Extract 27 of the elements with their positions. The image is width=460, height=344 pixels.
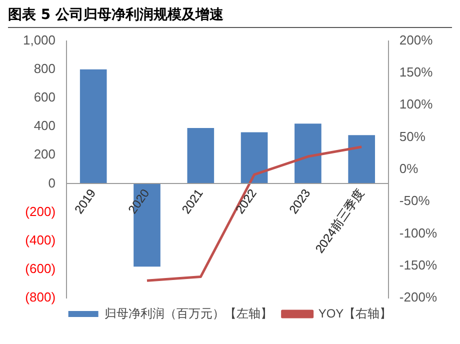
bar [294, 124, 322, 184]
legend-label: YOY【右轴】 [318, 306, 392, 320]
bar [240, 132, 268, 184]
y2-tick-label: -100% [399, 225, 438, 240]
y-tick-label: 600 [34, 90, 56, 105]
y-tick-label: (800) [25, 290, 56, 305]
y-tick-label: (200) [25, 204, 56, 219]
y2-tick-label: 200% [399, 32, 434, 48]
y2-tick-label: -150% [399, 257, 438, 272]
y2-tick-label: -50% [399, 193, 430, 208]
y-tick-label: 800 [34, 60, 56, 76]
y2-tick-label: 0% [399, 160, 419, 176]
y2-tick-label: 100% [399, 96, 434, 112]
bar [80, 69, 107, 184]
legend-label: 归母净利润（百万元）【左轴】 [104, 306, 272, 320]
y2-tick-label: -200% [399, 290, 438, 305]
y-tick-label: (400) [25, 232, 56, 248]
y-tick-label: 200 [34, 146, 56, 162]
y-tick-label: 0 [48, 175, 56, 190]
bar [187, 128, 214, 184]
y-tick-label: 1,000 [22, 32, 56, 48]
y2-tick-label: 150% [399, 64, 434, 80]
y2-tick-label: 50% [399, 128, 426, 144]
bar [348, 135, 376, 184]
y-tick-label: (600) [25, 261, 56, 276]
y-tick-label: 400 [34, 118, 56, 134]
chart-title: 图表 5 公司归母净利润规模及增速 [8, 6, 452, 28]
